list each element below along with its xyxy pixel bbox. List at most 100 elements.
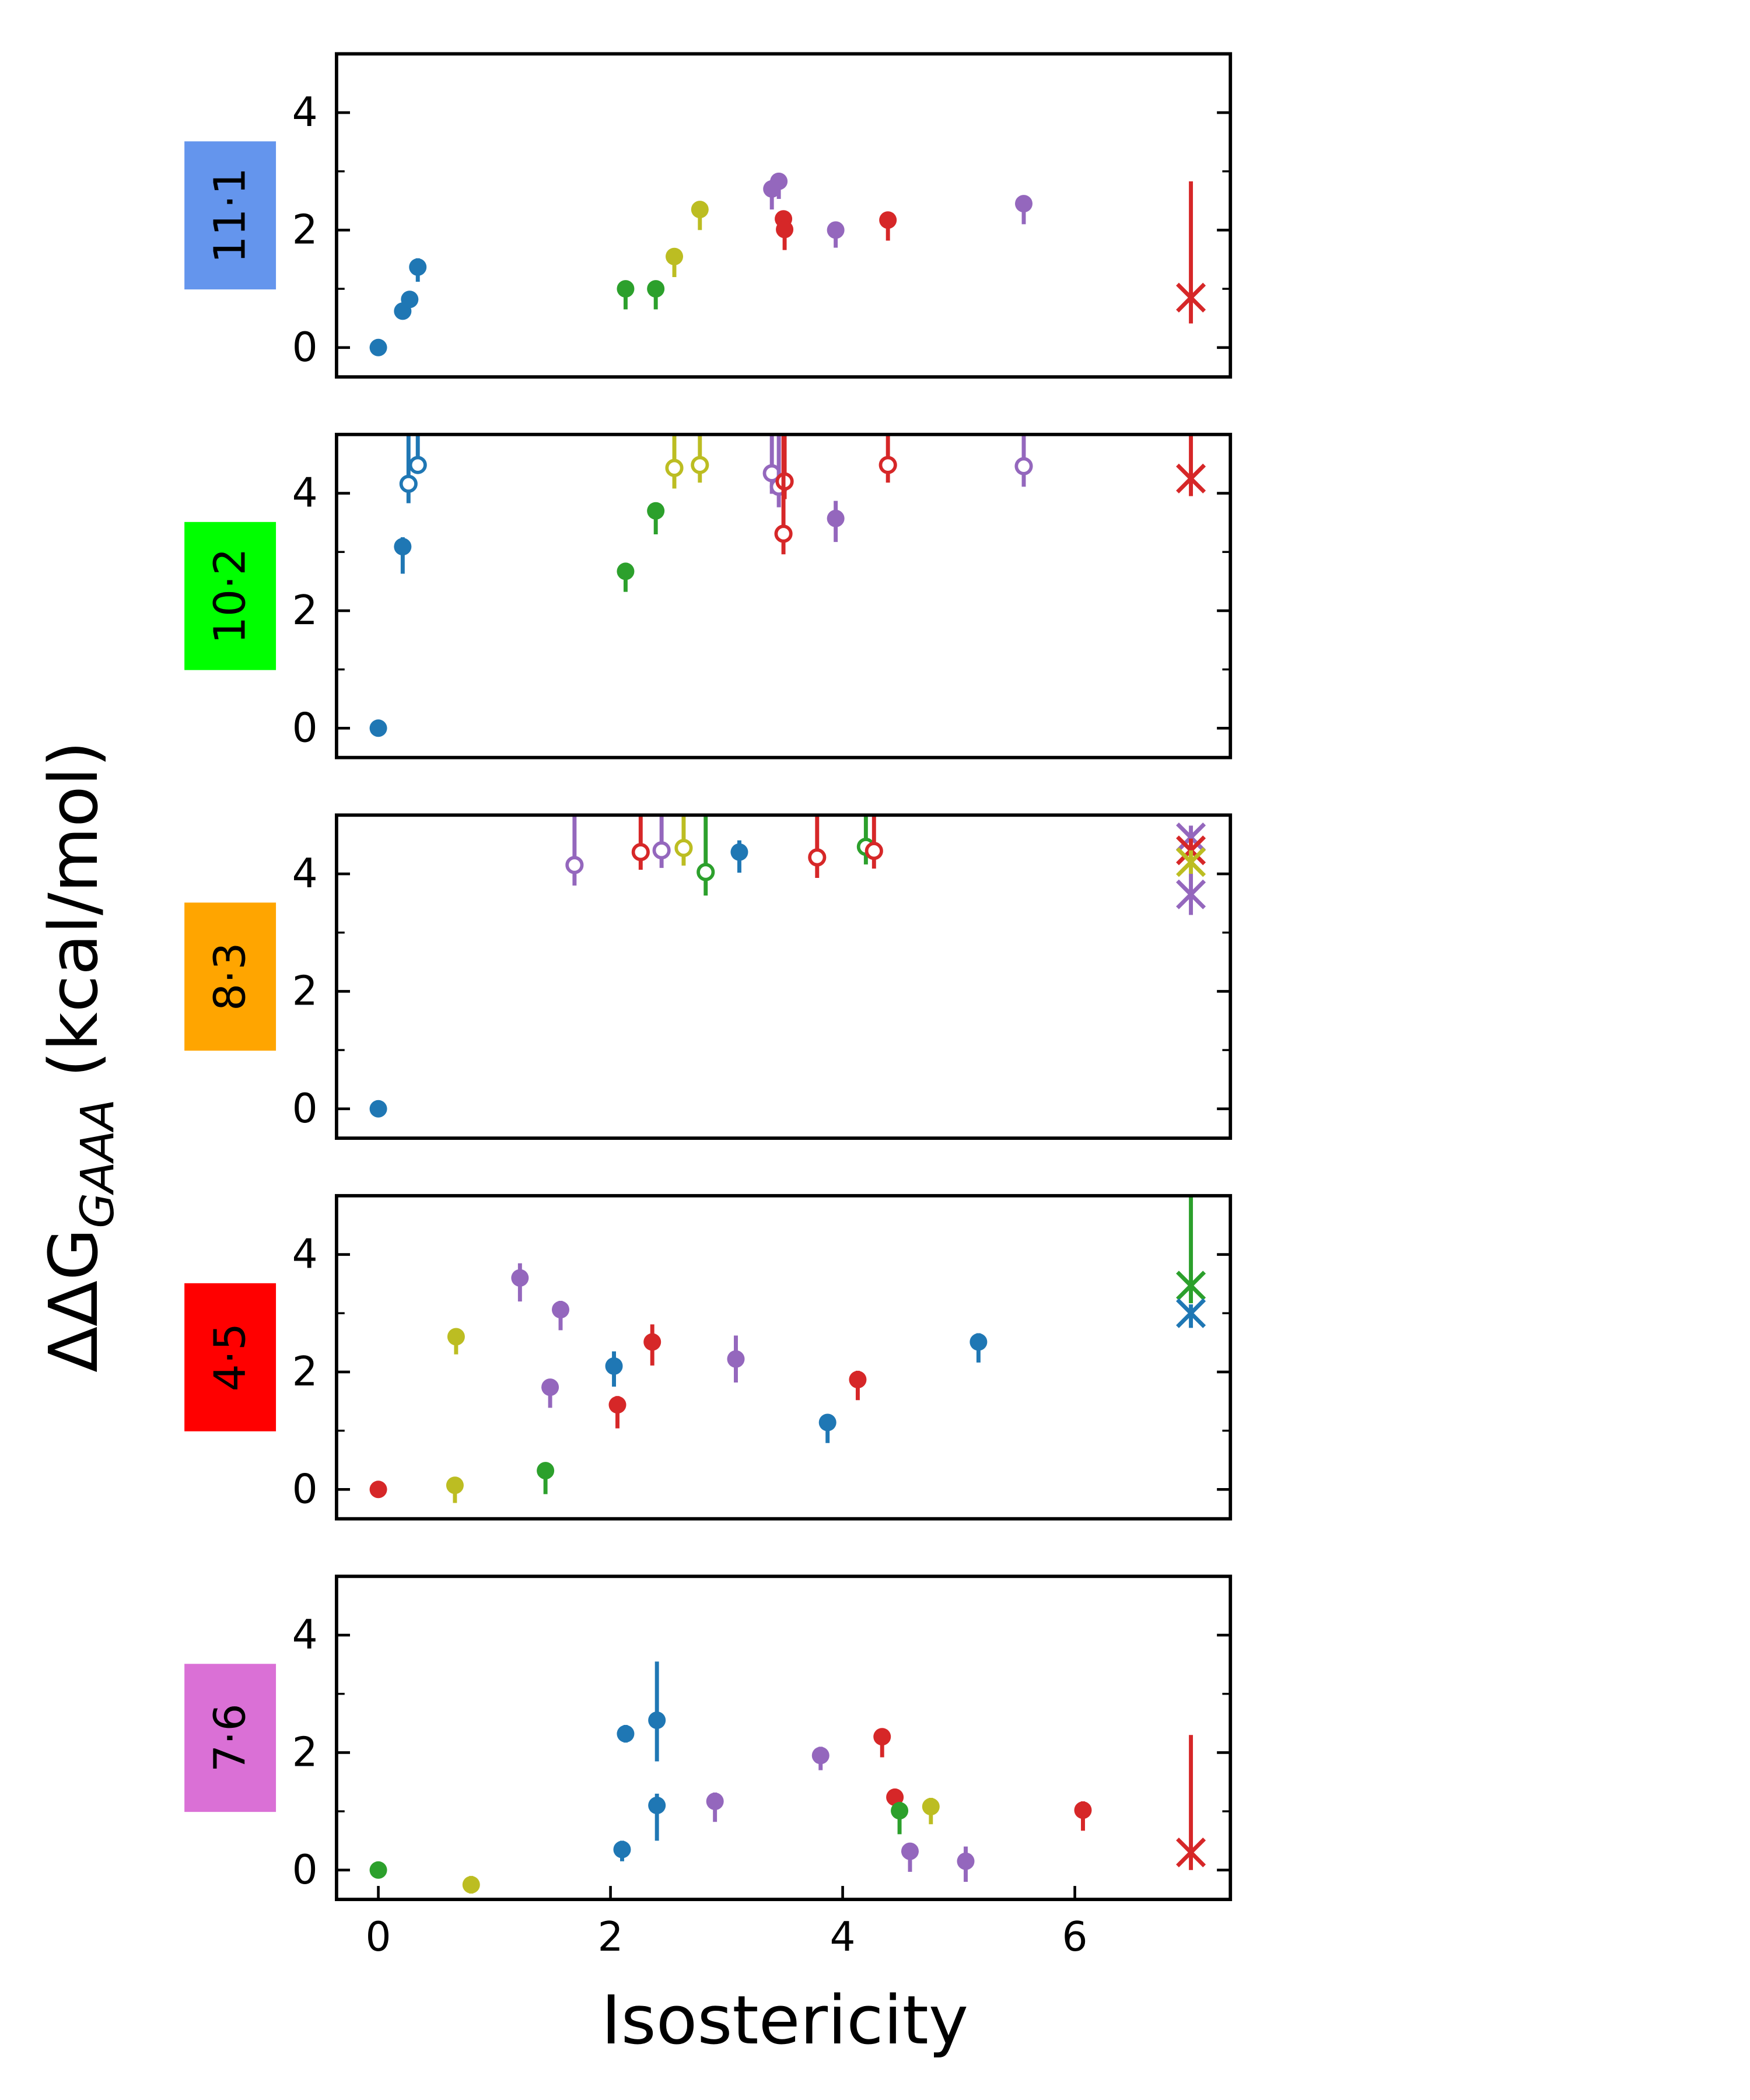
panel-label: 7·6 [205, 1704, 256, 1772]
open-marker [652, 841, 671, 860]
y-label-main: ΔΔG [35, 1228, 113, 1373]
marker [447, 1328, 465, 1346]
x-marker [1176, 847, 1206, 877]
marker [849, 1370, 867, 1388]
x-tick-label: 6 [1062, 1914, 1088, 1961]
y-tick-label: 4 [292, 850, 318, 897]
panel-label-box [184, 522, 276, 670]
marker [776, 220, 794, 239]
y-tick-label: 0 [292, 1847, 318, 1894]
marker [730, 843, 748, 861]
marker [770, 172, 788, 190]
plot-area [369, 1661, 1206, 1894]
marker [886, 1788, 904, 1806]
x-marker [1176, 282, 1206, 313]
y-tick-label: 2 [292, 968, 318, 1014]
y-tick-label: 2 [292, 1349, 318, 1395]
marker [369, 1861, 387, 1879]
y-label-subscript: GAAA [71, 1099, 124, 1228]
x-axis-label: Isostericity [601, 1982, 969, 2060]
open-marker [774, 524, 793, 543]
open-marker [565, 856, 584, 874]
marker [970, 1333, 988, 1351]
open-marker [674, 839, 693, 858]
marker [647, 280, 665, 298]
y-label-unit: (kcal/mol) [35, 741, 113, 1099]
axes-frame [335, 1194, 1233, 1521]
x-marker [1176, 1298, 1206, 1328]
panel: 10·2 0 2 4 [184, 432, 1233, 760]
axes-frame [335, 1574, 1233, 1902]
marker [891, 1802, 909, 1820]
marker [666, 247, 684, 265]
axes-frame [335, 52, 1233, 379]
marker [706, 1792, 724, 1810]
marker [369, 719, 387, 737]
marker [647, 502, 665, 520]
x-tick-label: 0 [366, 1914, 391, 1961]
panel-label-box [184, 1283, 276, 1432]
y-tick-label: 2 [292, 1729, 318, 1776]
marker [1074, 1801, 1092, 1819]
y-tick-label: 4 [292, 1612, 318, 1658]
x-tick-label: 4 [830, 1914, 856, 1961]
open-marker [696, 863, 715, 881]
panel-label: 8·3 [205, 943, 256, 1011]
marker [648, 1797, 666, 1815]
marker [873, 1728, 891, 1746]
open-marker [631, 843, 650, 862]
open-marker [878, 456, 897, 474]
panel-label: 11·1 [205, 167, 256, 263]
open-marker [408, 456, 427, 474]
marker [369, 1100, 387, 1118]
marker [541, 1378, 559, 1396]
y-tick-label: 4 [292, 1231, 318, 1278]
marker [691, 201, 709, 219]
x-marker [1176, 1270, 1206, 1301]
marker [369, 338, 387, 356]
marker [369, 1480, 387, 1499]
plot-area [369, 815, 1206, 1118]
marker [551, 1301, 569, 1319]
y-tick-label: 2 [292, 206, 318, 253]
marker [922, 1798, 940, 1816]
marker [394, 538, 412, 556]
y-tick-label: 0 [292, 324, 318, 371]
marker [613, 1840, 631, 1859]
plot-area [369, 172, 1206, 356]
panel-label: 4·5 [205, 1323, 256, 1391]
panel-label-box [184, 902, 276, 1051]
marker [648, 1712, 666, 1730]
marker [605, 1357, 623, 1375]
panel: 11·1 0 2 4 [184, 52, 1233, 379]
x-tick-label: 2 [598, 1914, 624, 1961]
y-tick-label: 0 [292, 1466, 318, 1513]
panel: 8·3 0 2 4 [184, 813, 1233, 1140]
plot-area [369, 434, 1206, 737]
marker [608, 1396, 626, 1414]
marker [511, 1269, 529, 1287]
marker [879, 211, 897, 229]
marker [827, 509, 845, 527]
marker [1015, 195, 1033, 213]
x-marker [1176, 879, 1206, 909]
y-tick-label: 0 [292, 1086, 318, 1132]
open-marker [808, 848, 827, 867]
marker [409, 258, 427, 276]
marker [811, 1746, 830, 1765]
marker [462, 1875, 480, 1894]
x-marker [1176, 822, 1206, 853]
open-marker [399, 474, 418, 493]
marker [643, 1333, 662, 1351]
open-marker [691, 456, 709, 474]
y-tick-label: 4 [292, 470, 318, 517]
open-marker [864, 842, 883, 860]
marker [827, 221, 845, 239]
open-marker [1014, 457, 1033, 475]
axes-frame [335, 432, 1233, 760]
marker [957, 1852, 975, 1870]
panel-label: 10·2 [205, 548, 256, 644]
y-tick-label: 0 [292, 705, 318, 751]
marker [617, 280, 635, 298]
